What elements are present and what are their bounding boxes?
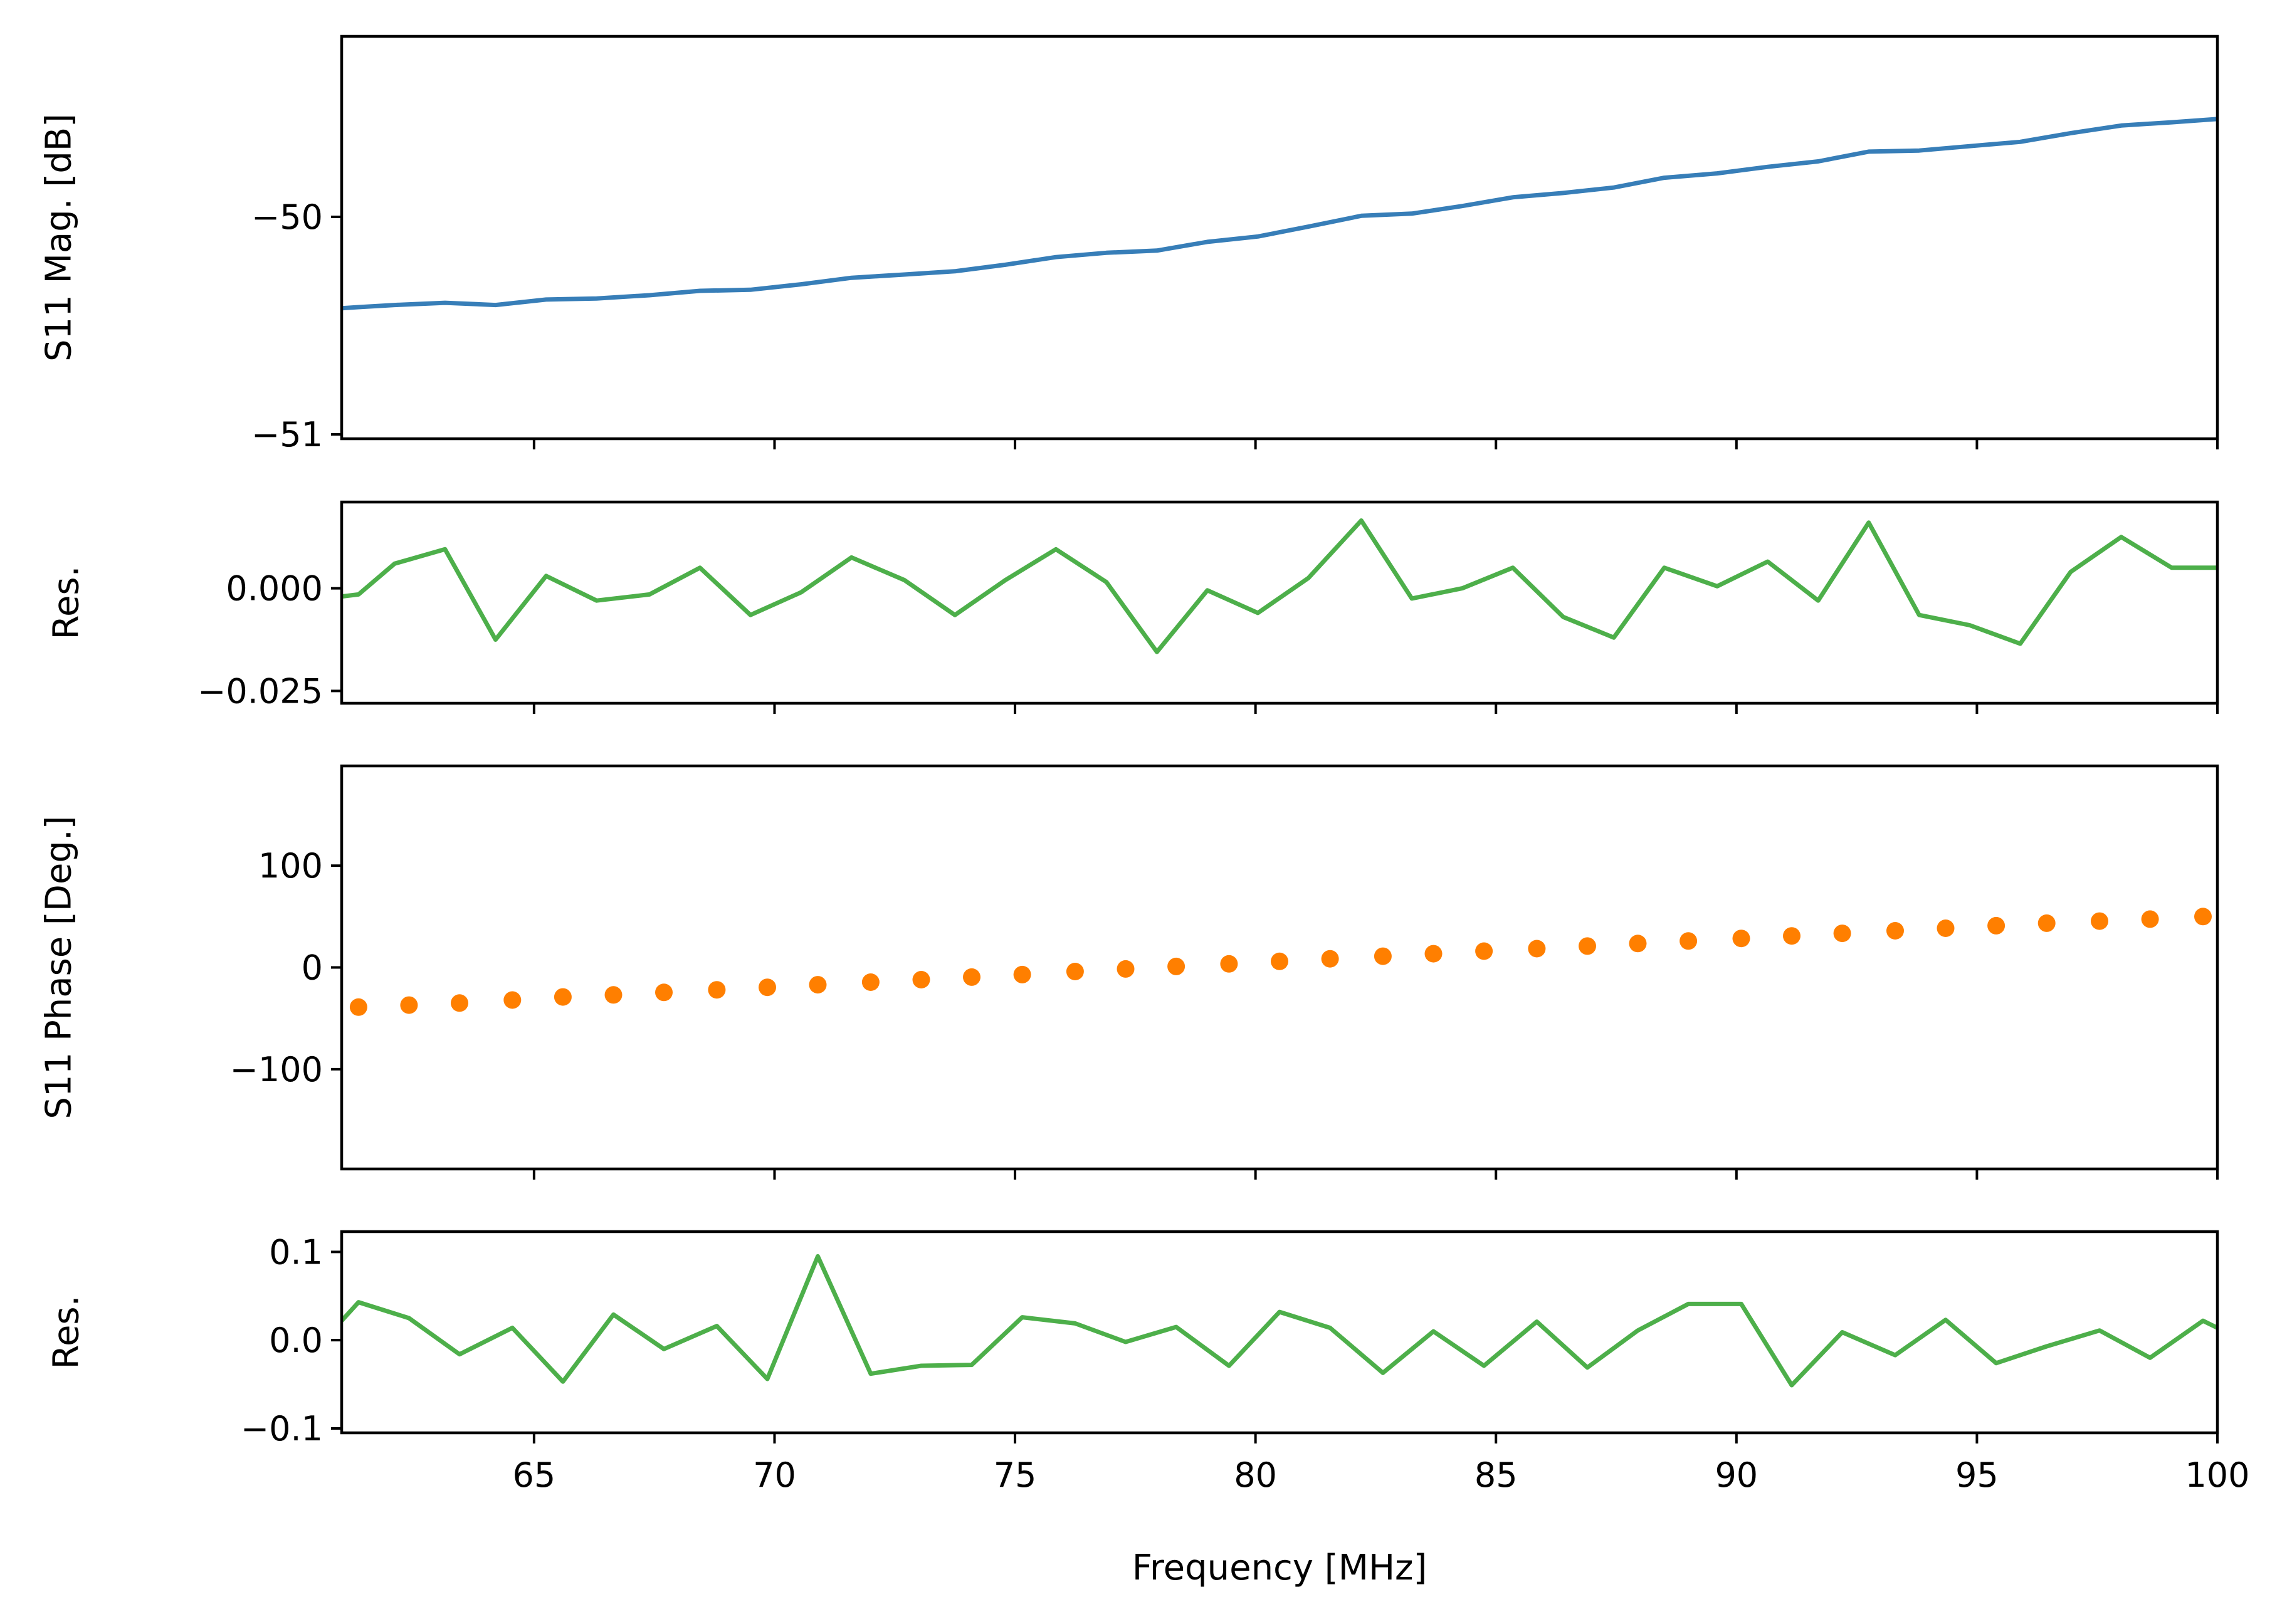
y-tick-label: 0 [302, 948, 323, 988]
phase-point [655, 983, 673, 1002]
y-tick-label: −0.025 [197, 671, 323, 711]
y-tick-label: −50 [251, 197, 323, 237]
phase-point [759, 978, 776, 997]
x-tick-label: 85 [1475, 1455, 1518, 1495]
y-tick-label: −51 [251, 415, 323, 454]
phase-point [1475, 942, 1493, 960]
phase-point [1833, 925, 1851, 943]
phase-point [963, 968, 980, 986]
series-line-0 [342, 117, 2217, 311]
phase-point [1579, 937, 1596, 955]
phase-point [400, 996, 418, 1014]
phase-point [708, 981, 726, 999]
phase-point [1783, 927, 1800, 945]
panel-phase-residual: −0.1 0.0 0.1 65 70 75 80 85 90 95 100 Res. Frequen… [46, 1230, 2250, 1588]
x-axis-label: Frequency [MHz] [1132, 1548, 1427, 1588]
x-tick-label: 75 [994, 1455, 1037, 1495]
panel-phase-residual-ylabel: Res. [46, 1296, 87, 1370]
phase-point [349, 998, 367, 1016]
panel-magnitude-residual-frame [340, 500, 2219, 705]
phase-point [503, 991, 522, 1009]
phase-point [1424, 945, 1443, 963]
panel-magnitude-frame [340, 34, 2219, 441]
phase-point [1528, 940, 1546, 958]
panel-magnitude-residual: −0.025 0.000 Res. [46, 500, 2219, 714]
phase-point [861, 973, 880, 991]
y-tick-label: −100 [230, 1050, 323, 1089]
x-tick-label: 80 [1234, 1455, 1277, 1495]
phase-point [1680, 932, 1698, 950]
panel-magnitude: −51 −50 S11 Mag. [dB] [39, 34, 2219, 454]
phase-point [554, 988, 572, 1006]
phase-point [1937, 919, 1955, 937]
phase-point [2194, 908, 2212, 926]
y-tick-label: 0.0 [269, 1321, 323, 1360]
y-tick-label: 100 [258, 846, 323, 886]
phase-point [1321, 950, 1339, 968]
phase-point [1732, 930, 1750, 948]
y-tick-label: 0.000 [226, 569, 323, 609]
y-tick-label: 0.1 [269, 1232, 323, 1272]
panel-phase-residual-frame [340, 1230, 2219, 1435]
phase-point [1374, 947, 1392, 965]
x-tick-label: 100 [2185, 1455, 2249, 1495]
x-tick-label: 90 [1715, 1455, 1758, 1495]
phase-point [1013, 965, 1031, 983]
phase-point [1629, 935, 1647, 953]
panel-phase-ylabel: S11 Phase [Deg.] [39, 815, 80, 1119]
x-tick-label: 95 [1955, 1455, 1999, 1495]
panel-magnitude-ylabel: S11 Mag. [dB] [39, 113, 80, 362]
y-tick-label: −0.1 [241, 1409, 323, 1449]
phase-point [1220, 955, 1238, 973]
phase-point [1066, 963, 1084, 980]
panel-phase: −100 0 100 S11 Phase [Deg.] [39, 764, 2219, 1180]
phase-point [912, 971, 930, 988]
x-tick-label: 70 [753, 1455, 796, 1495]
series-line-1 [342, 518, 2217, 654]
phase-point [1117, 960, 1135, 978]
x-tick-label: 65 [513, 1455, 556, 1495]
phase-point [1167, 957, 1185, 975]
panel-magnitude-residual-ylabel: Res. [46, 566, 87, 640]
phase-point [451, 994, 468, 1012]
phase-point [2037, 914, 2056, 932]
phase-point [2141, 910, 2159, 928]
phase-point [1271, 952, 1288, 970]
phase-point [604, 986, 623, 1004]
series-line-3 [342, 1254, 2217, 1388]
phase-point [1886, 922, 1904, 940]
phase-point [809, 976, 827, 994]
phase-point [2091, 912, 2108, 930]
phase-point [1987, 916, 2006, 935]
